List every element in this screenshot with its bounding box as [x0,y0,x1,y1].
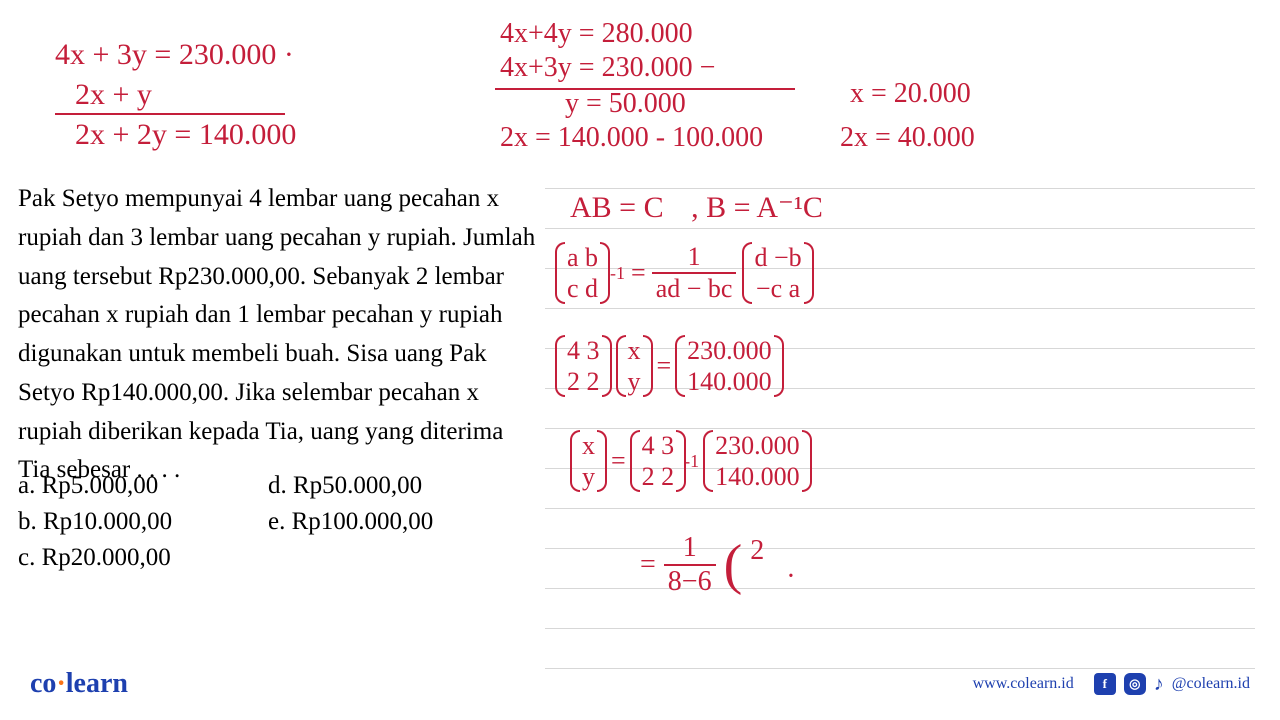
social-icons: f ◎ ♪ @colearn.id [1094,673,1250,696]
work-inv-exp2: -1 [684,451,699,472]
logo-learn: learn [66,668,128,699]
matrix-values2: 230.000 140.000 [703,430,812,492]
option-a: a. Rp5.000,00 [18,472,268,500]
instagram-icon: ◎ [1124,673,1146,695]
matrix-4322-b: 4 3 2 2 [630,430,687,492]
eq-top-left-hr [55,113,285,115]
work-eq4: = [640,549,656,581]
website-url: www.colearn.id [973,675,1074,693]
eq-top-left-3: 2x + 2y = 140.000 [75,118,296,152]
work-abc-left: AB = C [570,191,664,224]
eq-top-left-2: 2x + y [75,78,152,112]
work-inverse-formula: a b c d -1 = 1 ad − bc d −b −c a [555,242,814,304]
work-final-frac: 1 8−6 [664,532,716,598]
logo-co: co [30,668,56,699]
eq-top-right-x2: 2x = 40.000 [840,122,975,154]
matrix-4322: 4 3 2 2 [555,335,612,397]
eq-top-right-x1: x = 20.000 [850,78,971,110]
facebook-icon: f [1094,673,1116,695]
footer: co·learn www.colearn.id f ◎ ♪ @colearn.i… [0,668,1280,700]
matrix-abcd: a b c d [555,242,610,304]
option-e: e. Rp100.000,00 [268,508,548,536]
open-paren-icon: ( [724,543,743,588]
option-c: c. Rp20.000,00 [18,544,268,572]
brand-logo: co·learn [30,668,128,700]
work-final: = 1 8−6 ( 2 · [640,532,782,598]
footer-right: www.colearn.id f ◎ ♪ @colearn.id [973,673,1250,696]
work-solve-xy: x y = 4 3 2 2 -1 230.000 140.000 [570,430,812,492]
work-frac1: 1 ad − bc [652,242,737,304]
eq-top-right-4: 2x = 140.000 - 100.000 [500,122,763,154]
tiktok-icon: ♪ [1154,673,1164,696]
eq-top-right-1: 4x+4y = 280.000 [500,18,693,50]
social-handle: @colearn.id [1172,675,1250,693]
work-abc-right: , B = A⁻¹C [691,191,823,224]
matrix-values: 230.000 140.000 [675,335,784,397]
work-eq2: = [657,351,672,381]
matrix-xy: x y [616,335,653,397]
work-matrix-eq: 4 3 2 2 x y = 230.000 140.000 [555,335,784,397]
work-ab-c: AB = C , B = A⁻¹C [570,190,823,225]
eq-top-left-1: 4x + 3y = 230.000 · [55,38,294,72]
work-inv-exp: -1 [610,263,625,284]
option-d: d. Rp50.000,00 [268,472,548,500]
eq-top-right-2: 4x+3y = 230.000 − [500,52,715,84]
matrix-inverse: d −b −c a [742,242,813,304]
work-final-2: 2 [750,535,764,567]
work-eq3: = [611,446,626,476]
answer-options: a. Rp5.000,00 d. Rp50.000,00 b. Rp10.000… [18,472,548,572]
eq-top-right-3: y = 50.000 [565,88,686,120]
work-final-dot: · [786,561,795,593]
question-text: Pak Setyo mempunyai 4 lembar uang pecaha… [18,180,538,490]
work-eq1: = [631,258,646,288]
matrix-xy2: x y [570,430,607,492]
option-b: b. Rp10.000,00 [18,508,268,536]
